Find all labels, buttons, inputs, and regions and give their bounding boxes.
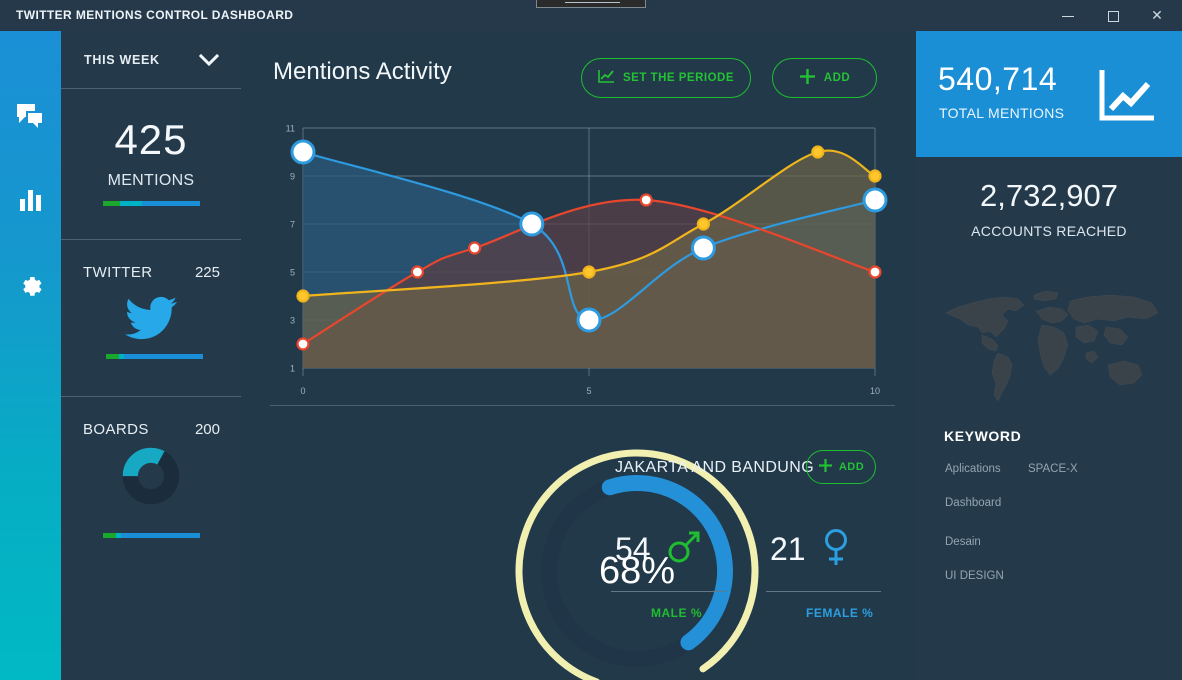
gear-icon (19, 273, 42, 296)
mentions-value: 425 (114, 116, 188, 163)
mentions-activity-chart[interactable]: 1 3 5 7 9 11 0 5 10 (270, 116, 895, 406)
female-rule (766, 591, 881, 592)
male-number: 54 (615, 530, 651, 567)
male-symbol-icon (665, 528, 703, 571)
twitter-progress-bar (106, 354, 203, 359)
sidebar-item-settings[interactable] (0, 257, 61, 311)
region-title: JAKARTA AND BANDUNG (615, 459, 815, 476)
keyword-title: KEYWORD (944, 428, 1022, 444)
gauge-percent-label: 68% (598, 549, 676, 592)
add-chart-button[interactable]: ADD (772, 58, 877, 98)
svg-text:11: 11 (286, 124, 295, 134)
mentions-progress-bar (103, 201, 200, 206)
male-label: MALE % (651, 606, 702, 620)
chevron-down-icon (198, 53, 220, 71)
period-label: THIS WEEK (84, 53, 160, 67)
total-mentions-card[interactable]: 540,714 TOTAL MENTIONS (916, 31, 1182, 157)
set-period-button[interactable]: SET THE PERIODE (581, 58, 751, 98)
bar-chart-icon (19, 189, 42, 211)
total-mentions-label: TOTAL MENTIONS (939, 105, 1065, 121)
twitter-bird-icon (61, 292, 241, 349)
boards-progress-bar (103, 533, 200, 538)
minimize-button[interactable] (1046, 0, 1090, 31)
svg-text:9: 9 (290, 172, 295, 182)
set-period-label: SET THE PERIODE (622, 72, 735, 84)
keyword-item[interactable]: SPACE-X (1028, 463, 1078, 475)
svg-text:3: 3 (290, 316, 295, 326)
keyword-item[interactable]: UI DESIGN (945, 570, 1004, 582)
twitter-stat-block: TWITTER 225 (61, 240, 241, 397)
keyword-item[interactable]: Aplications (945, 463, 1001, 475)
twitter-value: 225 (194, 264, 220, 281)
mentions-stat-block: 425 MENTIONS (61, 89, 241, 240)
male-stat: 54 MALE % (611, 521, 781, 620)
window-title: TWITTER MENTIONS CONTROL DASHBOARD (16, 8, 294, 22)
svg-text:5: 5 (290, 268, 295, 278)
boards-stat-block: BOARDS 200 (61, 397, 241, 567)
line-chart-icon (1098, 68, 1156, 129)
twitter-label: TWITTER (83, 264, 153, 281)
svg-text:10: 10 (870, 386, 880, 396)
svg-text:7: 7 (290, 220, 295, 230)
donut-chart-icon (61, 447, 241, 505)
window-tab-notch[interactable] (536, 0, 646, 8)
add-region-label: ADD (838, 461, 865, 473)
svg-text:0: 0 (300, 386, 305, 396)
total-mentions-value: 540,714 (938, 61, 1058, 97)
window-titlebar: TWITTER MENTIONS CONTROL DASHBOARD ✕ (0, 0, 1182, 31)
boards-label: BOARDS (83, 421, 149, 438)
sidebar-item-statistics[interactable] (0, 173, 61, 227)
plus-icon (818, 458, 833, 476)
keyword-item[interactable]: Desain (945, 536, 981, 548)
page-title: Mentions Activity (273, 58, 452, 85)
close-button[interactable]: ✕ (1151, 7, 1163, 23)
stats-column: THIS WEEK 425 MENTIONS TWITTER 225 (61, 31, 241, 680)
boards-value: 200 (194, 421, 220, 438)
maximize-button[interactable] (1091, 0, 1135, 31)
female-symbol-icon (820, 527, 852, 572)
accounts-reached-value: 2,732,907 (980, 178, 1118, 213)
add-chart-label: ADD (823, 72, 851, 84)
plus-icon (799, 68, 816, 88)
keyword-item[interactable]: Dashboard (945, 497, 1002, 509)
chat-bubbles-icon (17, 104, 44, 128)
right-panel: 540,714 TOTAL MENTIONS 2,732,907 ACCOUNT… (916, 31, 1182, 680)
world-map-icon (945, 290, 1159, 402)
female-number: 21 (770, 530, 806, 567)
svg-text:5: 5 (586, 386, 591, 396)
male-rule (611, 591, 726, 592)
mentions-label: MENTIONS (107, 172, 195, 189)
female-stat: 21 FEMALE % (766, 521, 936, 620)
engagement-gauge (509, 443, 765, 680)
sidebar-item-mentions[interactable] (0, 89, 61, 143)
center-panel: Mentions Activity SET THE PERIODE ADD 1 3… (241, 31, 916, 680)
accounts-reached-label: ACCOUNTS REACHED (971, 223, 1127, 239)
line-chart-icon (598, 69, 615, 87)
svg-text:1: 1 (290, 364, 295, 374)
left-icon-rail (0, 31, 61, 680)
section-divider (270, 405, 895, 406)
add-region-button[interactable]: ADD (806, 450, 876, 484)
female-label: FEMALE % (806, 606, 874, 620)
period-selector[interactable]: THIS WEEK (61, 31, 241, 89)
